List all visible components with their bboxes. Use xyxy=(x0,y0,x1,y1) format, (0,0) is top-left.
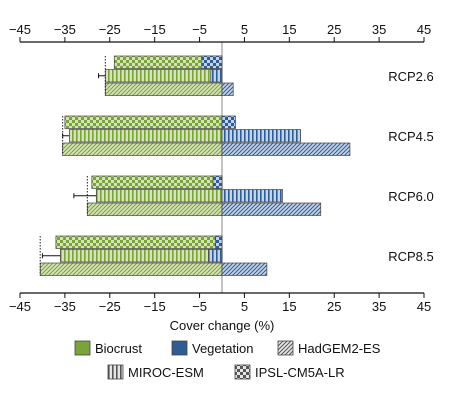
x-tick-label: 45 xyxy=(417,22,431,37)
group-rcp4-5: RCP4.5 xyxy=(62,115,434,156)
legend-item-ipsl-cm5a-lr: IPSL-CM5A-LR xyxy=(234,364,345,380)
bar-vegetation-miroc-esm xyxy=(221,189,283,203)
bar-vegetation-miroc-esm xyxy=(210,69,223,83)
legend-label: Vegetation xyxy=(192,341,253,356)
plot-area: −45 −35 −25 −15 −5 5 15 25 35 45 −45 −35 −25 −15 −5 5 15… xyxy=(9,22,434,314)
legend-swatch xyxy=(171,340,188,356)
x-tick-label: −5 xyxy=(192,22,207,37)
bar-biocrust-hadgem2-es xyxy=(39,262,223,276)
legend-swatch xyxy=(107,364,124,380)
group-rcp8-5: RCP8.5 xyxy=(39,235,434,276)
group-label: RCP6.0 xyxy=(388,189,434,204)
legend: Biocrust Vegetation HadGEM2-ES MIROC-ESM IPS… xyxy=(74,340,381,380)
x-tick-label: 35 xyxy=(372,22,386,37)
bar-vegetation-hadgem2-es xyxy=(221,82,234,96)
bar-vegetation-hadgem2-es xyxy=(221,262,268,276)
bar-biocrust-ipsl-cm5a-lr xyxy=(55,235,223,249)
bar-vegetation-ipsl-cm5a-lr xyxy=(214,235,223,249)
legend-item-vegetation: Vegetation xyxy=(171,340,253,356)
x-tick-label: −25 xyxy=(99,22,121,37)
x-tick-label: −15 xyxy=(144,299,166,314)
bar-biocrust-hadgem2-es xyxy=(62,142,223,156)
bar-vegetation-hadgem2-es xyxy=(221,202,322,216)
x-tick-label: −25 xyxy=(99,299,121,314)
legend-label: IPSL-CM5A-LR xyxy=(255,365,345,380)
bar-vegetation-miroc-esm xyxy=(208,249,223,263)
bar-biocrust-hadgem2-es xyxy=(86,202,223,216)
legend-swatch xyxy=(277,340,294,356)
x-tick-label: −15 xyxy=(144,22,166,37)
bar-vegetation-hadgem2-es xyxy=(221,142,351,156)
x-tick-label: 45 xyxy=(417,299,431,314)
group-label: RCP8.5 xyxy=(388,249,434,264)
bar-biocrust-ipsl-cm5a-lr xyxy=(91,175,223,189)
legend-label: HadGEM2-ES xyxy=(298,341,381,356)
legend-label: Biocrust xyxy=(95,341,142,356)
x-tick-label: 35 xyxy=(372,299,386,314)
bar-biocrust-miroc-esm xyxy=(95,189,223,203)
legend-item-hadgem2-es: HadGEM2-ES xyxy=(277,340,381,356)
bar-vegetation-ipsl-cm5a-lr xyxy=(221,115,236,129)
bar-vegetation-miroc-esm xyxy=(221,129,301,143)
bar-vegetation-ipsl-cm5a-lr xyxy=(201,55,223,69)
legend-item-biocrust: Biocrust xyxy=(74,340,142,356)
bar-biocrust-miroc-esm xyxy=(60,249,223,263)
bar-biocrust-hadgem2-es xyxy=(104,82,223,96)
x-tick-label: 5 xyxy=(241,22,248,37)
legend-label: MIROC-ESM xyxy=(128,365,204,380)
group-label: RCP4.5 xyxy=(388,129,434,144)
x-tick-label: −35 xyxy=(54,22,76,37)
x-tick-label: −45 xyxy=(9,22,31,37)
bar-biocrust-miroc-esm xyxy=(69,129,223,143)
x-tick-label: −45 xyxy=(9,299,31,314)
group-rcp6-0: RCP6.0 xyxy=(73,175,434,216)
bar-biocrust-ipsl-cm5a-lr xyxy=(64,115,223,129)
bar-biocrust-miroc-esm xyxy=(104,69,223,83)
x-tick-label: 25 xyxy=(327,299,341,314)
group-rcp2-6: RCP2.6 xyxy=(98,55,434,96)
x-tick-label: 25 xyxy=(327,22,341,37)
x-tick-label: −5 xyxy=(192,299,207,314)
bar-vegetation-ipsl-cm5a-lr xyxy=(212,175,223,189)
legend-swatch xyxy=(234,364,251,380)
legend-item-miroc-esm: MIROC-ESM xyxy=(107,364,204,380)
x-axis-label: Cover change (%) xyxy=(170,318,275,333)
group-label: RCP2.6 xyxy=(388,69,434,84)
legend-swatch xyxy=(74,340,91,356)
x-tick-label: 15 xyxy=(282,299,296,314)
x-tick-label: 5 xyxy=(241,299,248,314)
x-tick-label: −35 xyxy=(54,299,76,314)
x-tick-label: 15 xyxy=(282,22,296,37)
